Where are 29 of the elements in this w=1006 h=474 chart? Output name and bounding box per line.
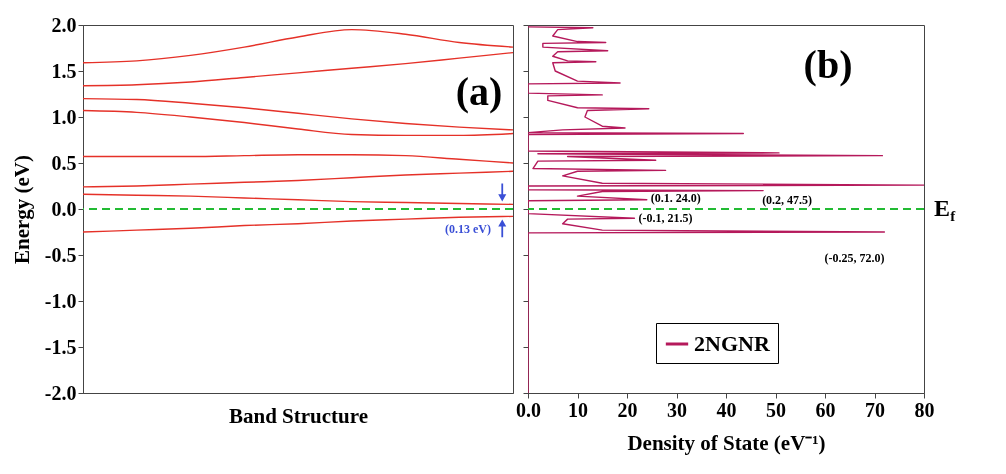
y-tick-label: -1.5 xyxy=(44,335,77,358)
x-axis-title: Band Structure xyxy=(228,403,369,428)
x-tick-label: 50 xyxy=(766,398,786,421)
y-tick-label: 1.5 xyxy=(51,59,77,82)
x-tick-label: 40 xyxy=(716,398,737,421)
x-tick-label: 70 xyxy=(865,398,885,421)
annotation: (-0.25, 72.0) xyxy=(824,251,885,265)
x-tick-label: 80 xyxy=(914,398,935,421)
x-tick-label: 60 xyxy=(815,398,836,421)
x-tick-label: 0.0 xyxy=(516,398,541,421)
x-tick-label: 30 xyxy=(667,398,687,421)
y-tick-label: 0.5 xyxy=(51,151,77,174)
annotation: (a) xyxy=(455,69,503,114)
legend-label: 2NGNR xyxy=(694,331,771,356)
y-tick-label: -0.5 xyxy=(44,243,77,266)
y-tick-label: -2.0 xyxy=(44,381,77,404)
y-axis-title: Energy (eV) xyxy=(9,154,34,265)
annotation: (b) xyxy=(803,42,853,87)
x-axis-title: Density of State (eV⁻¹) xyxy=(627,430,826,455)
annotation: (0.13 eV) xyxy=(445,222,491,236)
x-tick-label: 10 xyxy=(568,398,588,421)
y-tick-label: 1.0 xyxy=(51,105,77,128)
y-tick-label: 0.0 xyxy=(51,197,77,220)
annotation: (0.1. 24.0) xyxy=(650,190,701,205)
annotation: (-0.1, 21.5) xyxy=(638,211,693,226)
x-tick-label: 20 xyxy=(617,398,638,421)
y-tick-label: 2.0 xyxy=(51,13,77,36)
annotation: (0.2, 47.5) xyxy=(762,192,813,207)
y-tick-label: -1.0 xyxy=(44,289,77,312)
